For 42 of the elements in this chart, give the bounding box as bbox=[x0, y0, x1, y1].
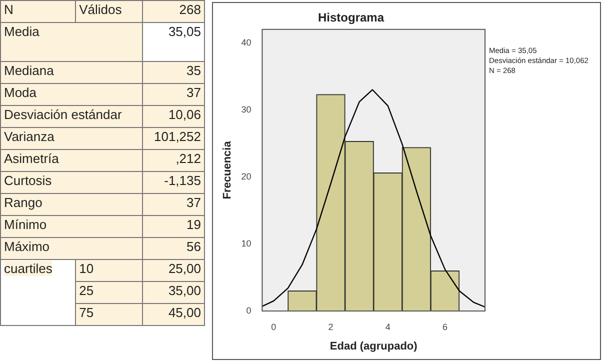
text: 35,05 bbox=[142, 22, 204, 62]
text: 25 bbox=[76, 282, 143, 304]
x-tick-label: 4 bbox=[385, 322, 390, 332]
text: Desviación estándar bbox=[0, 106, 143, 128]
y-axis-title: Frecuencia bbox=[222, 140, 234, 200]
text: Asimetría bbox=[0, 150, 143, 172]
text: Máximo bbox=[0, 238, 143, 260]
text: 35 bbox=[142, 62, 204, 84]
x-tick-label: 0 bbox=[271, 322, 276, 332]
text: 19 bbox=[142, 216, 204, 238]
text: 37 bbox=[142, 84, 204, 106]
y-tick-label: 20 bbox=[241, 171, 252, 182]
y-tick-label: 0 bbox=[246, 305, 252, 316]
text: 10,06 bbox=[142, 106, 204, 128]
text: 35,00 bbox=[142, 282, 204, 304]
chart-title: Histograma bbox=[318, 10, 384, 25]
x-tick-label: 2 bbox=[328, 322, 334, 332]
text: -1,135 bbox=[142, 172, 204, 194]
text: Mediana bbox=[0, 62, 143, 84]
y-tick-label: 10 bbox=[241, 238, 252, 248]
y-tick-label: 30 bbox=[241, 104, 252, 114]
x-axis-title: Edad (agrupado) bbox=[330, 340, 418, 352]
text: Curtosis bbox=[0, 172, 143, 194]
text: Válidos bbox=[76, 0, 143, 22]
text: 268 bbox=[142, 0, 204, 22]
text: 45,00 bbox=[142, 304, 204, 326]
text: 25,00 bbox=[142, 260, 204, 282]
text: Mínimo bbox=[0, 216, 143, 238]
text: 56 bbox=[142, 238, 204, 260]
text: N bbox=[0, 0, 76, 22]
x-tick-label: 6 bbox=[442, 322, 448, 332]
text: Rango bbox=[0, 194, 143, 216]
y-tick-label: 40 bbox=[241, 37, 252, 48]
text: 37 bbox=[142, 194, 204, 216]
text: Varianza bbox=[0, 128, 143, 150]
text: 10 bbox=[76, 260, 143, 282]
text: cuartiles bbox=[4, 261, 52, 276]
text: Moda bbox=[0, 84, 143, 106]
text: 101,252 bbox=[142, 128, 204, 150]
text: ,212 bbox=[142, 150, 204, 172]
text: 75 bbox=[76, 304, 143, 326]
text: Media bbox=[0, 22, 143, 62]
